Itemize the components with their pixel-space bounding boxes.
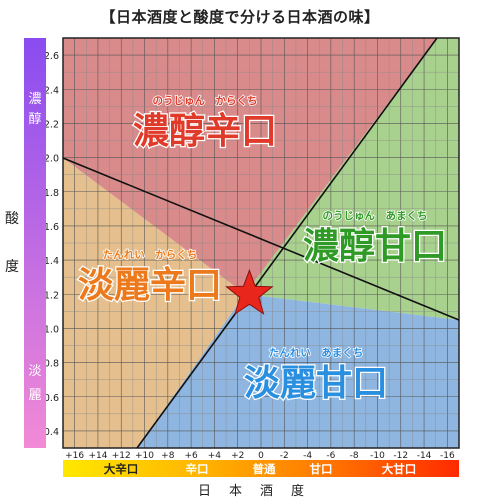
x-tick-label: 0	[258, 451, 264, 461]
x-band-label: 大甘口	[382, 462, 417, 476]
region-light-sweet	[137, 294, 459, 448]
x-tick-label: -8	[350, 451, 359, 461]
x-tick-label: +4	[208, 451, 222, 461]
y-tick-label: 2.0	[44, 154, 59, 165]
label-rich-dry-ruby: のうじゅん からくち	[153, 95, 258, 107]
sweetness-boundary-line	[136, 37, 438, 449]
acidity-boundary-line	[62, 157, 460, 321]
y-axis-title: 酸	[5, 211, 19, 227]
x-tick-label: -10	[370, 451, 385, 461]
x-band-labels: 大辛口 辛口 普通 甘口 大甘口	[104, 462, 417, 476]
x-band-label: 大辛口	[104, 462, 139, 476]
x-axis-title: 日本酒度	[197, 484, 322, 499]
plot-border	[62, 37, 460, 449]
y-tick-label: 2.6	[44, 51, 59, 62]
y-tick-label: 1.6	[44, 222, 59, 233]
y-tick-label: 0.8	[44, 359, 59, 370]
y-gradient-bar	[24, 38, 46, 448]
x-band-label: 普通	[253, 462, 276, 476]
x-tick-label: +14	[88, 451, 107, 461]
regions-layer	[63, 38, 459, 448]
x-tick-label: -6	[326, 451, 335, 461]
y-top-label: 醇	[28, 111, 41, 127]
x-tick-label: -12	[393, 451, 408, 461]
region-rich-sweet	[245, 38, 459, 320]
y-bottom-label: 淡	[28, 364, 41, 379]
y-bottom-label: 麗	[28, 388, 41, 403]
boundary-lines	[62, 37, 460, 449]
y-tick-label: 0.6	[44, 393, 59, 404]
x-tick-label: +8	[161, 451, 175, 461]
label-light-sweet: 淡麗甘口	[244, 363, 388, 404]
region-rich-dry	[63, 38, 437, 294]
x-band-label: 辛口	[186, 462, 209, 476]
region-light-dry	[63, 158, 245, 448]
y-top-label: 濃	[28, 92, 41, 107]
star-icon	[225, 268, 274, 315]
marker-layer	[225, 268, 274, 315]
x-tick-label: +10	[135, 451, 154, 461]
y-tick-labels: 0.4 0.6 0.8 1.0 1.2 1.4 1.6 1.8 2.0 2.2 2.4 2.6	[44, 51, 59, 438]
y-tick-label: 1.2	[44, 290, 59, 301]
x-tick-labels: +16 +14 +12 +10 +8 +6 +4 +2 0 -2 -4 -6 -8 -10 -12 -14 -1…	[65, 451, 455, 461]
x-tick-label: -4	[303, 451, 312, 461]
x-tick-label: +2	[231, 451, 244, 461]
label-rich-sweet: 濃醇甘口	[303, 226, 447, 267]
y-tick-label: 1.4	[44, 256, 59, 267]
x-tick-label: +6	[184, 451, 198, 461]
x-band-label: 甘口	[310, 462, 333, 476]
label-light-dry-ruby: たんれい からくち	[103, 249, 198, 261]
y-axis-title: 度	[5, 259, 19, 275]
label-light-dry: 淡麗辛口	[78, 265, 222, 306]
y-tick-label: 2.2	[44, 119, 59, 130]
chart-title: 【日本酒度と酸度で分ける日本酒の味】	[100, 8, 380, 26]
x-tick-label: +16	[65, 451, 84, 461]
x-tick-label: +12	[112, 451, 131, 461]
y-tick-label: 2.4	[44, 85, 59, 96]
label-light-sweet-ruby: たんれい あまくち	[269, 346, 364, 359]
grid-layer	[63, 38, 459, 448]
x-tick-label: -14	[417, 451, 432, 461]
y-tick-label: 1.8	[44, 188, 59, 199]
x-tick-label: -16	[440, 451, 455, 461]
label-rich-sweet-ruby: のうじゅん あまくち	[323, 209, 428, 222]
y-tick-label: 0.4	[44, 427, 59, 438]
label-rich-dry: 濃醇辛口	[133, 111, 277, 152]
x-tick-label: -2	[280, 451, 289, 461]
x-gradient-bar	[63, 460, 459, 477]
y-tick-label: 1.0	[44, 324, 59, 335]
